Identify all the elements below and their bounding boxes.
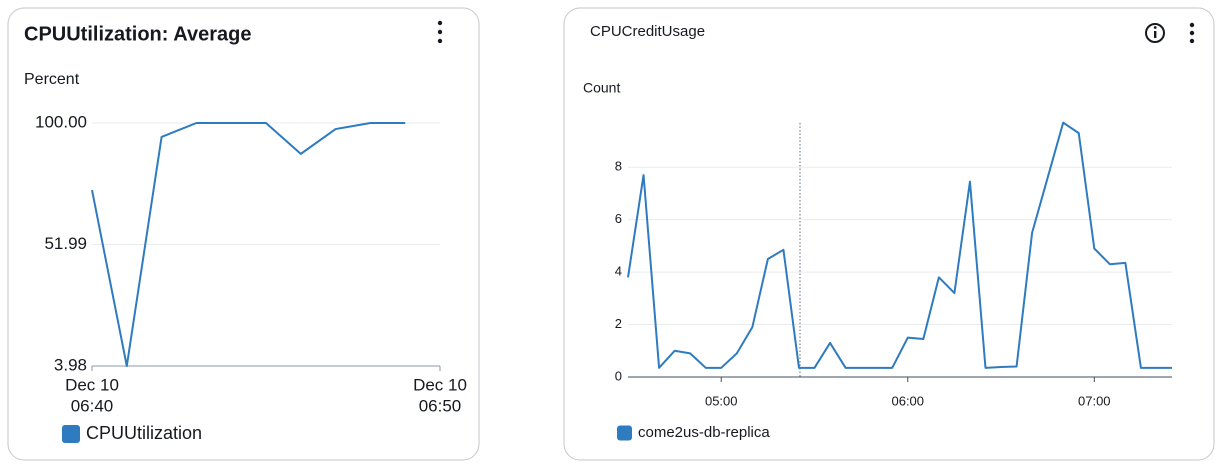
- card: [563, 7, 1215, 461]
- data-line: [91, 122, 406, 367]
- data-line: [627, 121, 1172, 369]
- legend-swatch: [617, 425, 632, 441]
- y-tick-label: 100.00: [35, 112, 87, 131]
- info-icon[interactable]: [1145, 23, 1165, 43]
- y-tick-label: 51.99: [44, 234, 87, 253]
- axis-label: Count: [583, 80, 620, 96]
- axis-label: Percent: [24, 71, 80, 88]
- legend-label: CPUUtilization: [86, 423, 202, 443]
- legend-swatch: [62, 425, 80, 443]
- x-tick-label: 06:50: [419, 396, 462, 415]
- y-tick-label: 3.98: [54, 355, 87, 374]
- x-tick-label: 06:00: [891, 393, 924, 408]
- x-tick-label: 07:00: [1078, 393, 1111, 408]
- x-tick-label: 06:40: [71, 396, 114, 415]
- chart-title: CPUUtilization: Average: [24, 23, 251, 45]
- y-tick-label: 4: [615, 264, 622, 279]
- menu-button[interactable]: [1189, 22, 1195, 44]
- menu-button[interactable]: [437, 20, 443, 44]
- y-tick-label: 6: [615, 211, 622, 226]
- x-tick-label: Dec 10: [413, 375, 467, 394]
- legend-label: come2us-db-replica: [638, 424, 770, 441]
- x-tick-label: 05:00: [705, 393, 738, 408]
- y-tick-label: 0: [615, 368, 622, 383]
- y-tick-label: 8: [615, 159, 622, 174]
- chart-title: CPUCreditUsage: [590, 23, 705, 40]
- card: [7, 7, 480, 461]
- y-tick-label: 2: [615, 316, 622, 331]
- x-tick-label: Dec 10: [65, 375, 119, 394]
